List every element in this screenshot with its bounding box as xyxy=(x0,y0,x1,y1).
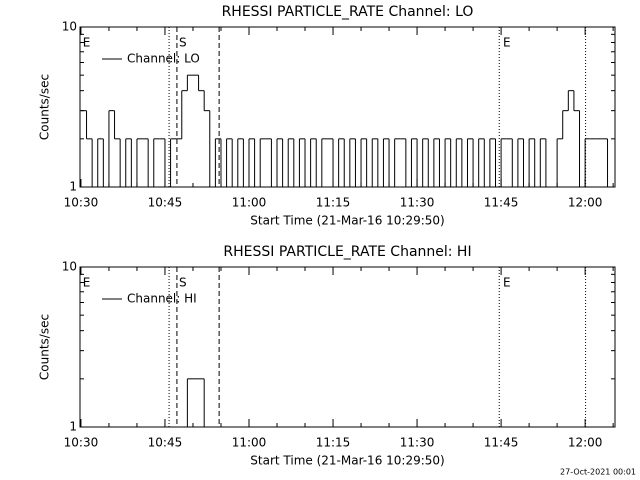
x-tick-label: 11:45 xyxy=(484,436,519,450)
chart-title: RHESSI PARTICLE_RATE Channel: HI xyxy=(223,244,471,260)
x-tick-label: 12:00 xyxy=(568,196,603,210)
flag-label: E xyxy=(83,276,91,290)
x-axis-label: Start Time (21-Mar-16 10:29:50) xyxy=(250,454,444,468)
flag-label: E xyxy=(83,36,91,50)
x-tick-label: 11:30 xyxy=(400,196,435,210)
y-tick-label: 10 xyxy=(62,20,77,34)
chart-title: RHESSI PARTICLE_RATE Channel: LO xyxy=(222,4,474,20)
flag-label: S xyxy=(179,36,187,50)
x-tick-label: 10:30 xyxy=(64,436,99,450)
y-tick-label: 10 xyxy=(62,260,77,274)
x-tick-label: 10:45 xyxy=(148,436,183,450)
y-axis-label: Counts/sec xyxy=(38,314,52,380)
x-tick-label: 10:30 xyxy=(64,196,99,210)
x-tick-label: 11:15 xyxy=(316,196,351,210)
y-tick-label: 1 xyxy=(69,180,77,194)
y-axis-label: Counts/sec xyxy=(38,74,52,140)
legend-label: Channel: HI xyxy=(127,292,197,306)
footer: 27-Oct-2021 00:01 xyxy=(560,468,636,477)
flag-label: E xyxy=(503,36,511,50)
x-axis-label: Start Time (21-Mar-16 10:29:50) xyxy=(250,214,444,228)
x-tick-label: 11:45 xyxy=(484,196,519,210)
x-tick-label: 10:45 xyxy=(148,196,183,210)
y-tick-label: 1 xyxy=(69,420,77,434)
flag-label: S xyxy=(179,276,187,290)
flag-label: E xyxy=(503,276,511,290)
x-tick-label: 11:00 xyxy=(232,436,267,450)
x-tick-label: 11:30 xyxy=(400,436,435,450)
x-tick-label: 11:00 xyxy=(232,196,267,210)
legend-label: Channel: LO xyxy=(127,52,200,66)
x-tick-label: 12:00 xyxy=(568,436,603,450)
x-tick-label: 11:15 xyxy=(316,436,351,450)
